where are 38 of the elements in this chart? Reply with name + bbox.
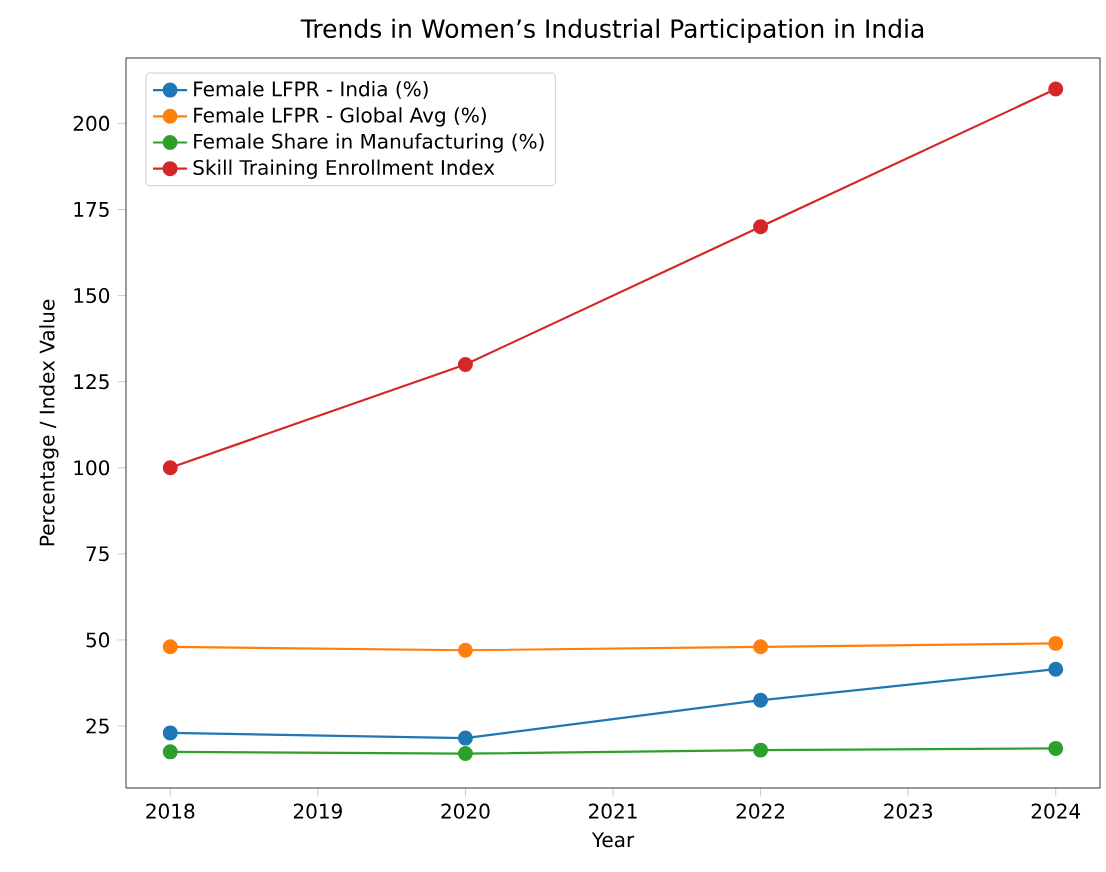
point <box>162 639 178 655</box>
y-tick-label: 175 <box>74 202 109 217</box>
point <box>1048 661 1064 677</box>
x-tick-label: 2018 <box>146 803 195 819</box>
point <box>457 356 473 372</box>
point <box>753 692 769 708</box>
chart-title: Trends in Women’s Industrial Participation in India <box>300 18 924 43</box>
point <box>1048 81 1064 97</box>
legend-label: Female Share in Manufacturing (%) <box>194 133 544 153</box>
x-axis-title: Year <box>591 832 635 848</box>
point <box>457 642 473 658</box>
point <box>162 725 178 741</box>
y-axis-title: Percentage / Index Value <box>39 299 59 546</box>
point <box>1048 740 1064 756</box>
y-tick-label: 50 <box>86 632 110 648</box>
legend-label: Skill Training Enrollment Index <box>193 159 495 179</box>
point <box>457 730 473 746</box>
point <box>162 460 178 476</box>
point <box>753 639 769 655</box>
point <box>753 742 769 758</box>
y-tick-label: 25 <box>86 718 109 734</box>
point <box>1048 635 1064 651</box>
y-tick-label: 100 <box>74 460 110 476</box>
legend-label: Female LFPR - Global Avg (%) <box>194 107 486 127</box>
x-tick-label: 2023 <box>884 803 932 819</box>
point <box>162 744 178 760</box>
y-tick-label: 75 <box>86 546 109 562</box>
x-tick-label: 2022 <box>736 803 785 819</box>
point <box>753 219 769 235</box>
x-tick-label: 2020 <box>441 803 490 819</box>
x-tick-label: 2019 <box>293 803 342 819</box>
y-tick-label: 200 <box>73 115 110 131</box>
x-tick-label: 2021 <box>589 803 637 819</box>
legend-label: Female LFPR - India (%) <box>194 80 428 99</box>
y-tick-label: 125 <box>74 374 109 390</box>
y-tick-label: 150 <box>74 288 110 304</box>
x-tick-label: 2024 <box>1031 803 1081 819</box>
point <box>457 746 473 762</box>
